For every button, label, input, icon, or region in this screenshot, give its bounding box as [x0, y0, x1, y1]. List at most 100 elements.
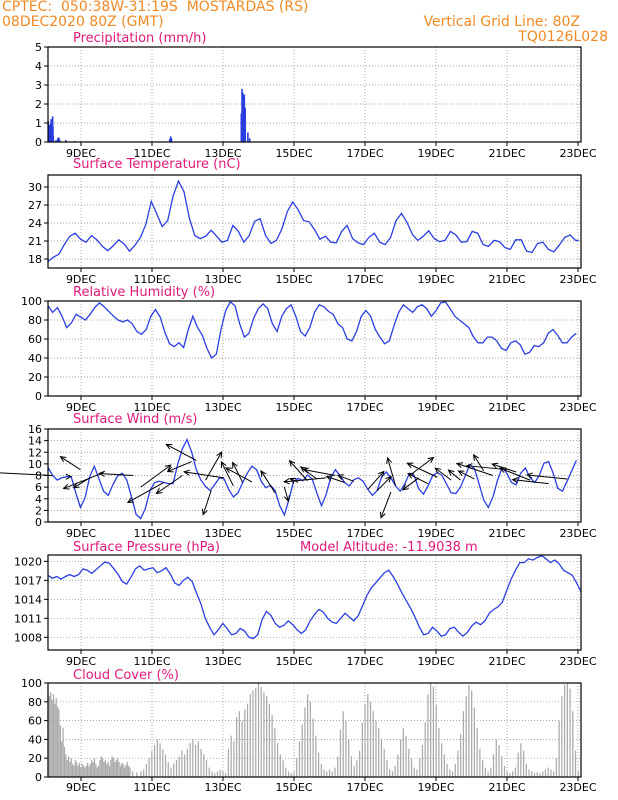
cloud-bar [468, 684, 470, 777]
cloud-bar [544, 769, 547, 777]
cloud-bar [348, 739, 350, 777]
plot-frame [47, 300, 582, 397]
x-tick-label: 19DEC [417, 781, 454, 794]
cloud-bar [375, 720, 377, 777]
temp-series-line [47, 179, 579, 262]
x-tick-label: 21DEC [488, 147, 525, 160]
wind-arrow-head [498, 467, 507, 473]
x-tick-label: 23DEC [559, 781, 596, 794]
y-tick-label: 4 [35, 493, 42, 506]
wind-arrow-head [224, 467, 232, 474]
cloud-bar [408, 748, 410, 777]
y-tick-label: 1008 [14, 631, 42, 644]
header-run-date: 08DEC2020 80Z (GMT) [2, 14, 164, 30]
wind-arrow [283, 486, 289, 502]
header-grid-line: Vertical Grid Line: 80Z [423, 14, 580, 30]
cloud-bar [257, 683, 260, 777]
wind-arrow [202, 490, 212, 515]
cloud-bar [435, 705, 437, 777]
cloud-bar [345, 720, 347, 777]
wind-arrow [289, 460, 308, 482]
wind-arrow-head [220, 460, 227, 468]
cloud-bar [62, 728, 64, 777]
cloud-bar [438, 728, 440, 777]
x-tick-label: 17DEC [346, 781, 383, 794]
cloud-bar [50, 692, 52, 777]
cloud-bar [285, 767, 287, 777]
wind-arrow [140, 464, 171, 488]
wind-arrow [326, 476, 345, 483]
y-tick-label: 1011 [14, 612, 42, 625]
cloud-bar [91, 760, 93, 777]
cloud-bar [74, 760, 76, 777]
cloud-bar [100, 756, 102, 777]
cloud-bar [503, 765, 506, 777]
cloud-bar [95, 763, 97, 777]
cloud-bar [205, 760, 208, 777]
precip-bar [243, 94, 246, 142]
y-tick-label: 80 [28, 314, 42, 327]
precip-bar [64, 140, 67, 142]
x-tick-label: 23DEC [559, 147, 596, 160]
wind-arrow-head [62, 483, 70, 490]
x-tick-label: 23DEC [559, 401, 596, 414]
cloud-bar [104, 760, 107, 777]
cloud-bar [397, 754, 399, 777]
cloud-bar [337, 756, 339, 777]
wind-arrow-head [59, 456, 67, 463]
x-tick-label: 19DEC [417, 527, 454, 540]
wind-arrow-head [473, 453, 480, 461]
wind-arrow-head [525, 472, 533, 479]
y-tick-label: 27 [28, 199, 42, 212]
cloud-bar [569, 688, 571, 777]
cloud-bar [132, 771, 134, 777]
cloud-bar [84, 767, 86, 777]
cloud-bar [59, 725, 61, 777]
cloud-bar [77, 765, 79, 777]
precip-bar [56, 138, 59, 142]
cloud-bar [413, 767, 415, 777]
wind-arrow [167, 461, 192, 473]
wind-arrow [387, 457, 397, 487]
y-tick-label: 1 [35, 117, 42, 130]
cloud-bar [114, 761, 116, 777]
cloud-bar [525, 763, 527, 777]
x-tick-label: 9DEC [66, 147, 96, 160]
x-tick-label: 21DEC [488, 781, 525, 794]
y-tick-label: 100 [21, 295, 42, 308]
panel-title: Surface Temperature (nC) [73, 157, 241, 172]
cloud-bar [244, 709, 246, 777]
cloud-bar [164, 754, 167, 777]
cloud-bar [572, 711, 574, 777]
cloud-bar [356, 760, 358, 777]
wind-arrow [512, 479, 549, 485]
wind-arrow-head [282, 478, 290, 485]
cloud-bar [246, 703, 249, 777]
wind-arrow-head [166, 466, 174, 473]
cloud-bar [309, 701, 312, 777]
y-tick-label: 18 [28, 253, 42, 266]
cloud-bar [536, 772, 538, 777]
wind-arrow [407, 473, 429, 485]
precip-bar [55, 140, 57, 142]
cloud-bar [97, 765, 100, 777]
cloud-bar [555, 758, 558, 777]
cloud-bar [249, 694, 251, 777]
x-tick-label: 11DEC [133, 401, 170, 414]
x-tick-label: 21DEC [488, 655, 525, 668]
x-tick-label: 9DEC [66, 527, 96, 540]
panel-pressure [44, 554, 582, 654]
panel-cloud [44, 682, 582, 781]
precip-bar [57, 137, 60, 142]
cloud-bar [56, 706, 59, 777]
cloud-bar [181, 750, 183, 777]
cloud-bar [512, 771, 514, 777]
cloud-bar [200, 748, 202, 777]
wind-arrow [166, 443, 197, 461]
y-tick-label: 80 [28, 696, 42, 709]
wind-arrow [156, 475, 183, 494]
x-tick-label: 13DEC [204, 147, 241, 160]
wind-arrow [434, 467, 452, 481]
cloud-bar [222, 771, 224, 777]
cloud-bar [279, 754, 281, 777]
